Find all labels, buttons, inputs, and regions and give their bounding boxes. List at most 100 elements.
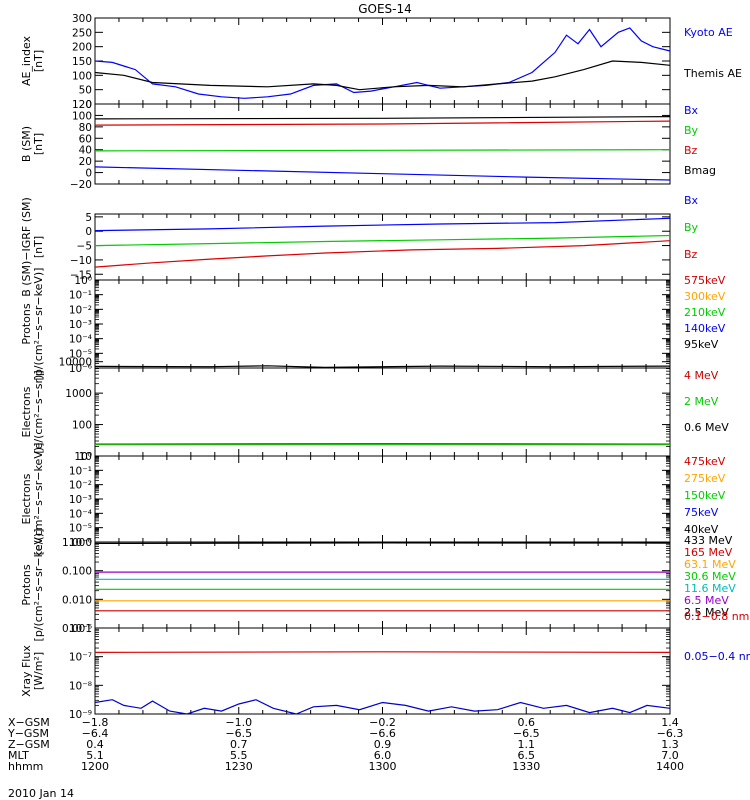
legend-entry: Bmag (684, 164, 716, 177)
y-tick-label: 10⁻¹ (69, 290, 92, 302)
x-axis-row-value: 5.5 (230, 749, 248, 762)
y-tick-label: 10⁻⁶ (69, 537, 92, 549)
x-axis-row-value: −1.8 (82, 716, 109, 729)
y-tick-label: 0.001 (62, 623, 92, 635)
x-axis-row-value: 1.4 (661, 716, 679, 729)
x-axis-row-value: −6.3 (657, 727, 684, 740)
legend-entry: 2.5 MeV (684, 606, 729, 619)
legend-entry: 6.5 MeV (684, 594, 729, 607)
y-tick-label: 10⁻⁵ (69, 523, 92, 535)
legend-entry: 300keV (684, 290, 726, 303)
y-tick-label: 10⁻⁷ (69, 652, 92, 664)
y-tick-label: 100 (72, 110, 92, 122)
y-axis-label: [e/(cm²−s−sr)] (32, 370, 45, 453)
x-axis-row-label: MLT (8, 749, 29, 762)
legend-entry: 0.05−0.4 nm (684, 650, 750, 663)
panel-frame (94, 627, 671, 715)
legend-entry: 140keV (684, 322, 726, 335)
legend-entry: 275keV (684, 472, 726, 485)
legend-entry: 30.6 MeV (684, 570, 736, 583)
series-line-bx (94, 166, 671, 181)
series-line-433-mev (94, 542, 671, 544)
x-axis-row-value: 1230 (225, 760, 253, 773)
y-tick-label: 10⁻³ (69, 319, 92, 331)
series-line-by (94, 149, 671, 152)
y-tick-label: 10⁰ (74, 275, 92, 287)
y-tick-label: 100 (72, 70, 92, 82)
y-axis-label: Protons (20, 564, 33, 605)
y-tick-label: 10⁻⁴ (69, 334, 92, 346)
legend-entry: Bx (684, 104, 699, 117)
legend-entry: Bz (684, 144, 698, 157)
x-axis-row-value: 1.1 (518, 738, 536, 751)
y-tick-label: 0 (85, 99, 92, 111)
x-axis-row-value: 1400 (656, 760, 684, 773)
date-label: 2010 Jan 14 (8, 787, 74, 800)
panel-frame (94, 367, 671, 457)
legend-entry: 2 MeV (684, 395, 719, 408)
y-axis-label: AE_index (20, 35, 33, 86)
legend-entry: By (684, 221, 699, 234)
y-tick-label: 5 (85, 212, 92, 224)
y-axis-label: Electrons (20, 473, 33, 524)
panel-6: 10⁰ 10⁻¹ 10⁻² 10⁻³ 10⁻⁴ 10⁻⁵ 10⁻⁶ Electrons [e/(… (20, 443, 726, 556)
y-axis-label: [e/(cm²−s−sr−keV)] (32, 443, 45, 556)
y-axis-label: [W/m²] (32, 652, 45, 690)
y-tick-label: 10 (79, 451, 92, 463)
legend-entry: 40keV (684, 523, 719, 536)
y-tick-label: −20 (70, 179, 92, 191)
y-tick-label: 200 (72, 42, 92, 54)
panel-1: 0 50 100 150 200 250 300 AE_index [nT] Kyoto AE Th… (20, 13, 742, 111)
y-axis-label: B (SM) (20, 126, 33, 162)
series-line-kyoto-ae (94, 27, 671, 99)
x-axis-row-label: X−GSM (8, 716, 50, 729)
y-tick-label: 250 (72, 27, 92, 39)
legend-entry: Bx (684, 194, 699, 207)
y-tick-label: 10⁻⁶ (69, 623, 92, 635)
x-axis-row-value: 6.0 (374, 749, 392, 762)
y-axis-label: Electrons (20, 386, 33, 437)
y-axis-label: B (SM)−IGRF (SM) (20, 197, 33, 297)
panel-4: 10⁰ 10⁻¹ 10⁻² 10⁻³ 10⁻⁴ 10⁻⁵ 10⁻⁶ Protons [p/(cm… (20, 268, 726, 381)
y-tick-label: 1000 (65, 388, 92, 400)
legend-entry: 475keV (684, 455, 726, 468)
series-line-0-6-mev (94, 365, 671, 369)
panel-5: 10 100 1000 10000 Electrons [e/(cm²−s−sr)] 4 M… (20, 357, 729, 463)
series-line-0-05-0-4-nm (94, 699, 671, 715)
y-axis-label: [nT] (32, 50, 45, 72)
x-axis-row-value: 0.6 (518, 716, 536, 729)
plot-title: GOES-14 (358, 2, 412, 16)
y-tick-label: 120 (72, 99, 92, 111)
y-tick-label: 10000 (59, 357, 92, 369)
y-axis-label: [nT] (32, 236, 45, 258)
y-tick-label: 100 (72, 420, 92, 432)
legend-entry: 150keV (684, 489, 726, 502)
x-axis-row-value: 1330 (512, 760, 540, 773)
x-axis-row-value: 0.4 (86, 738, 104, 751)
series-line-bx (94, 217, 671, 232)
y-tick-label: 10⁻⁶ (69, 363, 92, 375)
series-line-0-1-0-8-nm (94, 651, 671, 653)
y-tick-label: 150 (72, 56, 92, 68)
y-axis-label: [nT] (32, 133, 45, 155)
y-tick-label: 20 (79, 156, 92, 168)
y-axis-label: Protons (20, 303, 33, 344)
x-axis-row-value: 7.0 (661, 749, 679, 762)
x-axis-row-value: −6.5 (225, 727, 252, 740)
y-axis-label: [p/(cm²−s−sr−keV)] (32, 268, 45, 381)
y-tick-label: 10⁻⁵ (69, 348, 92, 360)
y-tick-label: 10⁻¹ (69, 465, 92, 477)
series-line-bmag (94, 116, 671, 120)
x-axis-row-value: −1.0 (225, 716, 252, 729)
y-tick-label: −5 (77, 241, 92, 253)
legend-entry: 433 MeV (684, 534, 733, 547)
x-axis-row-value: 6.5 (518, 749, 536, 762)
y-tick-label: 1.000 (62, 537, 92, 549)
series-line-themis-ae (94, 60, 671, 91)
y-tick-label: 10⁻³ (69, 494, 92, 506)
y-tick-label: 300 (72, 13, 92, 25)
y-tick-label: 10⁻² (69, 480, 92, 492)
y-tick-label: 0 (85, 226, 92, 238)
x-axis-row-value: 0.7 (230, 738, 248, 751)
